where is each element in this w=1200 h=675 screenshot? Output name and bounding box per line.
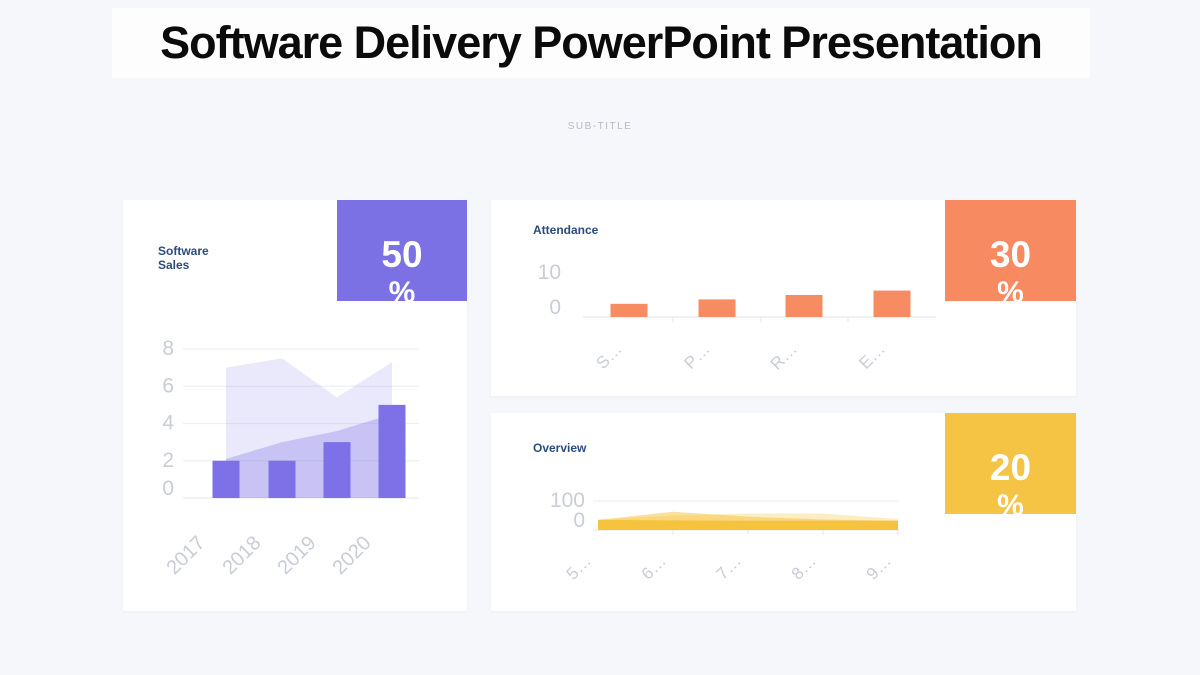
overview-badge-unit: % [997, 489, 1024, 515]
svg-text:2018: 2018 [219, 532, 266, 579]
software-sales-badge-value: 50 [381, 234, 423, 275]
svg-text:2020: 2020 [329, 532, 376, 579]
attendance-card: Attendance 30 % 0 10 S… P… R… E… [491, 200, 1076, 396]
svg-text:0: 0 [573, 509, 585, 532]
svg-text:P…: P… [680, 339, 713, 372]
attendance-chart: 0 10 S… P… R… E… [521, 250, 981, 380]
attendance-title: Attendance [533, 223, 599, 237]
svg-text:4: 4 [162, 412, 174, 435]
attendance-badge-unit: % [997, 276, 1024, 302]
overview-badge: 20 % [945, 413, 1076, 514]
svg-text:6…: 6… [638, 551, 670, 583]
svg-text:5…: 5… [563, 551, 595, 583]
overview-title: Overview [533, 441, 587, 455]
overview-badge-value: 20 [989, 447, 1032, 488]
svg-text:100: 100 [550, 489, 585, 512]
software-sales-chart: 0 2 4 6 8 2017 2018 2019 2020 [147, 333, 457, 583]
svg-text:2019: 2019 [274, 532, 321, 579]
svg-text:10: 10 [538, 261, 561, 284]
svg-text:2: 2 [162, 449, 174, 472]
svg-text:9…: 9… [863, 551, 895, 583]
software-sales-card: Software Sales 50 % 0 2 4 6 8 2017 2018 2019 202… [123, 200, 467, 611]
attendance-badge: 30 % [945, 200, 1076, 301]
svg-text:8…: 8… [788, 551, 820, 583]
page-subtitle: SUB-TITLE [567, 121, 633, 132]
overview-chart: 0 100 5… 6… 7… 8… 9… [521, 477, 981, 595]
svg-text:0: 0 [162, 477, 174, 500]
svg-text:R…: R… [767, 339, 801, 373]
svg-text:E…: E… [855, 339, 888, 372]
svg-text:0: 0 [549, 296, 561, 319]
svg-text:6: 6 [162, 374, 174, 397]
software-sales-badge: 50 % [337, 200, 467, 301]
title-box: Software Delivery PowerPoint Presentatio… [112, 8, 1090, 78]
overview-card: Overview 20 % 0 100 5… 6… 7… 8… 9… [491, 413, 1076, 611]
svg-text:8: 8 [162, 337, 174, 360]
software-sales-badge-unit: % [388, 276, 416, 302]
page-title: Software Delivery PowerPoint Presentatio… [160, 17, 1043, 68]
software-sales-title: Software Sales [158, 244, 209, 273]
attendance-badge-value: 30 [989, 234, 1032, 275]
svg-text:S…: S… [592, 339, 625, 372]
svg-text:7…: 7… [713, 551, 745, 583]
svg-text:2017: 2017 [163, 532, 210, 579]
